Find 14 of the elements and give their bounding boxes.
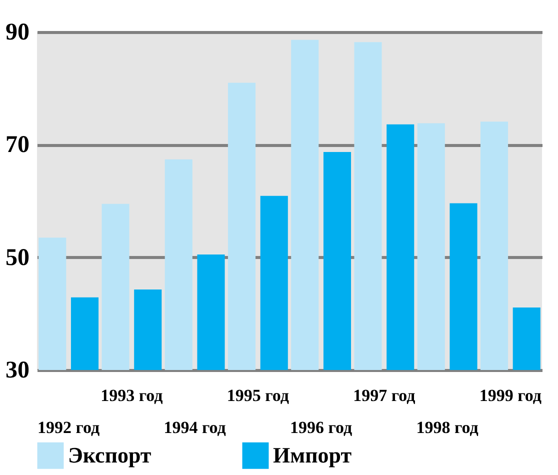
legend-label: Экспорт [68,442,152,468]
x-tick-label: 1996 год [290,418,353,437]
x-tick-label: 1994 год [164,418,226,437]
x-tick-label: 1995 год [226,386,290,405]
x-tick-label: 1992 год [37,418,100,437]
y-tick-label: 30 [6,358,30,384]
x-tick-label: 1999 год [479,386,542,405]
legend-label: Импорт [273,442,352,468]
x-tick-label: 1997 год [353,386,416,405]
x-tick-label: 1993 год [100,386,164,405]
y-tick-label: 70 [6,132,30,158]
y-tick-label: 90 [6,20,30,46]
y-tick-label: 50 [6,244,30,271]
x-tick-label: 1998 год [416,418,479,437]
